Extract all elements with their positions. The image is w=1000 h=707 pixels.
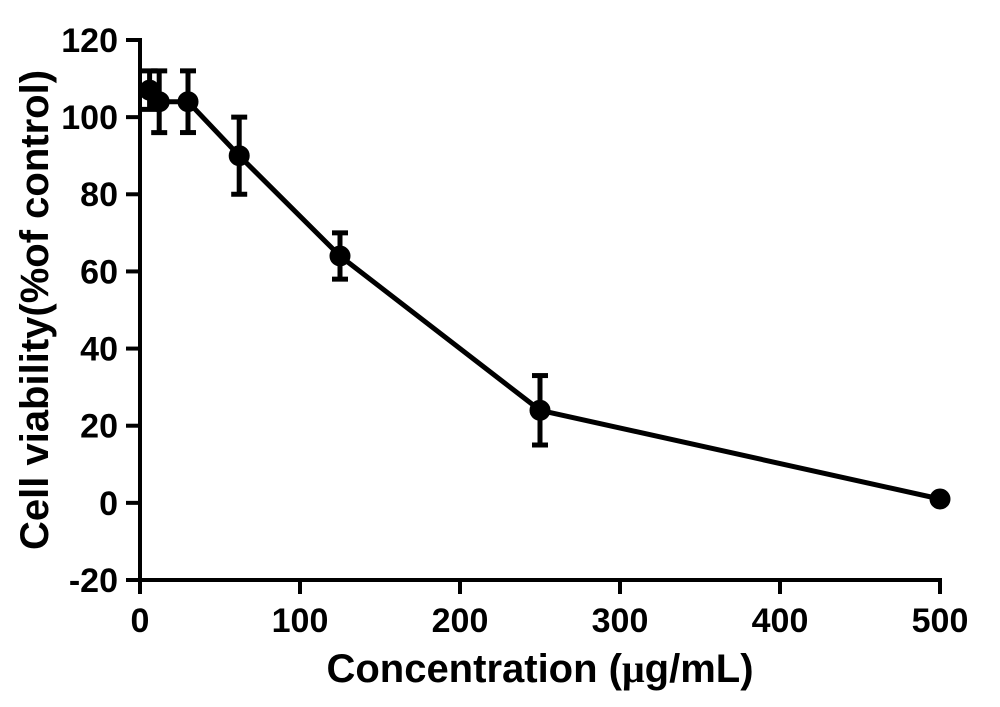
x-tick-label: 300 (592, 602, 649, 640)
y-tick-label: 20 (80, 408, 118, 446)
x-tick-label: 200 (432, 602, 489, 640)
x-tick-label: 400 (752, 602, 809, 640)
viability-chart: 0 100 200 300 400 500 -20 0 20 40 60 80 100 120 Conce… (0, 0, 1000, 707)
x-axis-label: Concentration (μg/mL) (326, 646, 753, 691)
y-tick-label: 100 (61, 99, 118, 137)
y-tick-label: -20 (69, 562, 118, 600)
data-point (229, 146, 249, 166)
data-point (149, 92, 169, 112)
data-point (178, 92, 198, 112)
series-line (150, 90, 940, 499)
y-tick-label: 0 (99, 485, 118, 523)
data-point (530, 400, 550, 420)
y-axis-label: Cell viability(%of control) (13, 70, 57, 550)
x-tick-label: 500 (912, 602, 969, 640)
y-tick-label: 40 (80, 330, 118, 368)
data-point (930, 489, 950, 509)
data-point (330, 246, 350, 266)
y-tick-label: 60 (80, 253, 118, 291)
y-tick-label: 120 (61, 22, 118, 60)
x-tick-label: 0 (131, 602, 150, 640)
x-tick-label: 100 (272, 602, 329, 640)
y-tick-label: 80 (80, 176, 118, 214)
